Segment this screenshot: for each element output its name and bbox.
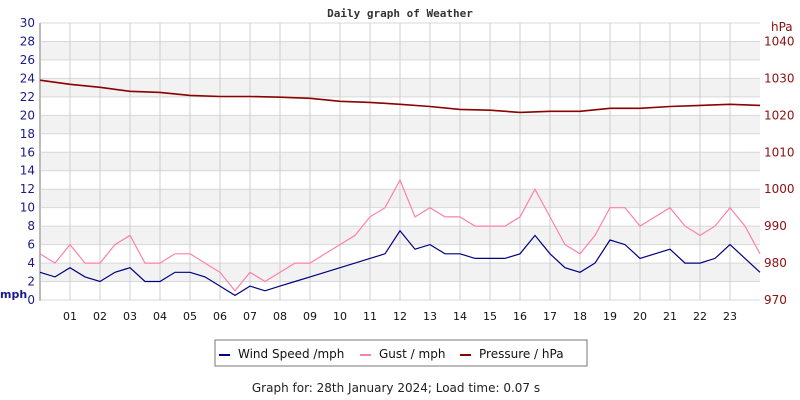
chart-title: Daily graph of Weather [327, 7, 473, 20]
series-line-pressure [39, 79, 761, 114]
right-tick-label: 1030 [764, 71, 795, 85]
x-tick-label: 14 [453, 310, 467, 323]
legend-wind: Wind Speed /mph [238, 347, 344, 361]
series-lines [39, 79, 761, 297]
legend: Wind Speed /mph Gust / mph Pressure / hP… [214, 339, 588, 367]
x-tick-label: 03 [123, 310, 137, 323]
x-tick-label: 08 [273, 310, 287, 323]
right-tick-label: 990 [764, 219, 787, 233]
left-tick-label: 16 [20, 145, 35, 159]
left-tick-label: 26 [20, 53, 35, 67]
left-tick-label: 6 [27, 238, 35, 252]
right-tick-label: 1020 [764, 108, 795, 122]
left-tick-label: 0 [27, 293, 35, 307]
x-tick-label: 10 [333, 310, 347, 323]
x-tick-label: 17 [543, 310, 557, 323]
footer-text: Graph for: 28th January 2024; Load time:… [252, 381, 540, 395]
x-tick-label: 07 [243, 310, 257, 323]
left-tick-label: 8 [27, 219, 35, 233]
left-tick-label: 22 [20, 90, 35, 104]
right-axis-label: hPa [771, 20, 793, 34]
legend-gust: Gust / mph [379, 347, 445, 361]
x-tick-label: 19 [603, 310, 617, 323]
x-tick-label: 22 [693, 310, 707, 323]
x-tick-label: 09 [303, 310, 317, 323]
right-tick-label: 1040 [764, 34, 795, 48]
grid [39, 22, 760, 301]
x-tick-label: 12 [393, 310, 407, 323]
left-tick-label: 24 [20, 71, 35, 85]
left-tick-label: 30 [20, 16, 35, 30]
x-tick-label: 15 [483, 310, 497, 323]
x-tick-label: 02 [93, 310, 107, 323]
left-tick-label: 18 [20, 127, 35, 141]
x-tick-label: 16 [513, 310, 527, 323]
right-tick-label: 980 [764, 256, 787, 270]
x-tick-label: 23 [723, 310, 737, 323]
x-tick-label: 20 [633, 310, 647, 323]
x-tick-label: 11 [363, 310, 377, 323]
series-line-wind-speed [39, 229, 761, 297]
left-tick-label: 12 [20, 182, 35, 196]
x-tick-label: 06 [213, 310, 227, 323]
left-tick-label: 2 [27, 275, 35, 289]
legend-pressure: Pressure / hPa [479, 347, 564, 361]
x-tick-label: 01 [63, 310, 77, 323]
x-tick-label: 21 [663, 310, 677, 323]
x-tick-label: 04 [153, 310, 167, 323]
left-tick-label: 28 [20, 34, 35, 48]
right-tick-label: 1010 [764, 145, 795, 159]
left-tick-label: 10 [20, 201, 35, 215]
right-tick-label: 1000 [764, 182, 795, 196]
left-tick-label: 4 [27, 256, 35, 270]
x-tick-label: 18 [573, 310, 587, 323]
x-tick-label: 05 [183, 310, 197, 323]
series-line-gust [39, 178, 761, 292]
x-axis-ticks: 01 02 03 04 05 06 07 08 09 10 11 12 13 14 15 16 17 18 19 20… [63, 310, 737, 323]
left-tick-label: 20 [20, 108, 35, 122]
left-axis-label: mph [0, 288, 27, 301]
right-axis-ticks: 970 980 990 1000 1010 1020 1030 1040 [764, 34, 795, 307]
left-tick-label: 14 [20, 164, 35, 178]
right-tick-label: 970 [764, 293, 787, 307]
x-tick-label: 13 [423, 310, 437, 323]
